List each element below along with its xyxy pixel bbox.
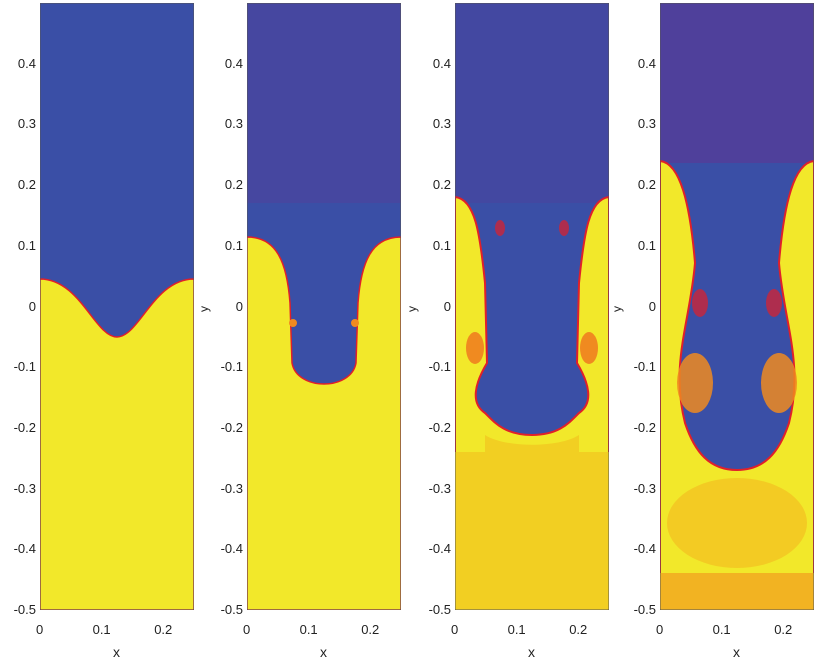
y-tick-label: 0.4 [432, 55, 451, 71]
y-tick-label: -0.1 [220, 359, 243, 375]
y-tick-label: 0 [443, 298, 451, 314]
y-tick-label: -0.3 [633, 480, 656, 496]
y-tick-label: -0.3 [220, 480, 243, 496]
heavy-fluid-region [247, 3, 401, 610]
x-tick-label: 0.1 [92, 622, 111, 637]
heavy-fluid-region [455, 3, 609, 610]
y-tick-label: 0.1 [637, 237, 656, 253]
x-tick-label: 0 [243, 622, 251, 637]
y-tick-label: -0.4 [428, 541, 451, 557]
panel-3-plot [455, 3, 609, 610]
x-tick-label: 0.2 [774, 622, 793, 637]
y-tick-label: -0.2 [13, 419, 36, 435]
y-tick-label: -0.1 [428, 359, 451, 375]
y-tick-label: 0.2 [17, 177, 36, 193]
y-tick-label: -0.5 [13, 602, 36, 617]
y-axis-label: y [197, 306, 211, 312]
y-axis-label: y [405, 306, 419, 312]
contour-panel-3 [455, 3, 609, 610]
x-tick-label: 0 [451, 622, 459, 637]
x-tick-label: 0.1 [507, 622, 526, 637]
y-tick-label: -0.4 [220, 541, 243, 557]
y-tick-label: -0.4 [13, 541, 36, 557]
y-tick-label: -0.4 [633, 541, 656, 557]
panel-2-plot [247, 3, 401, 610]
y-tick-label: -0.1 [633, 359, 656, 375]
y-tick-label: -0.5 [428, 602, 451, 617]
y-tick-label: -0.2 [633, 419, 656, 435]
y-tick-label: 0 [648, 298, 656, 314]
x-axis-label: x [113, 644, 120, 660]
contour-panel-2 [247, 3, 401, 610]
x-tick-label: 0.2 [569, 622, 588, 637]
y-tick-label: -0.2 [220, 419, 243, 435]
x-axis-label: x [528, 644, 535, 660]
x-tick-label: 0 [656, 622, 664, 637]
x-axis-label: x [733, 644, 740, 660]
heavy-fluid-region [660, 3, 814, 610]
y-tick-label: 0 [235, 298, 243, 314]
y-tick-label: -0.1 [13, 359, 36, 375]
panel-1-plot [40, 3, 194, 610]
heavy-fluid-region [40, 278, 194, 610]
y-tick-label: -0.5 [220, 602, 243, 617]
y-tick-label: 0.3 [637, 116, 656, 132]
contour-panel-1 [40, 3, 194, 610]
y-axis-label: y [610, 306, 624, 312]
contour-panel-4 [660, 3, 814, 610]
y-tick-label: 0.1 [224, 237, 243, 253]
x-tick-label: 0.2 [361, 622, 380, 637]
y-tick-label: 0.4 [224, 55, 243, 71]
y-tick-label: 0.3 [224, 116, 243, 132]
y-tick-label: 0.4 [637, 55, 656, 71]
y-tick-label: 0.1 [432, 237, 451, 253]
y-tick-label: 0 [28, 298, 36, 314]
y-tick-label: 0.4 [17, 55, 36, 71]
y-tick-label: 0.2 [637, 177, 656, 193]
x-axis-label: x [320, 644, 327, 660]
y-tick-label: -0.5 [633, 602, 656, 617]
x-tick-label: 0.2 [154, 622, 173, 637]
y-tick-label: -0.2 [428, 419, 451, 435]
y-tick-label: -0.3 [428, 480, 451, 496]
y-tick-label: 0.1 [17, 237, 36, 253]
y-tick-label: 0.2 [224, 177, 243, 193]
y-tick-label: -0.3 [13, 480, 36, 496]
x-tick-label: 0 [36, 622, 44, 637]
y-tick-label: 0.3 [432, 116, 451, 132]
x-tick-label: 0.1 [299, 622, 318, 637]
x-tick-label: 0.1 [712, 622, 731, 637]
y-tick-label: 0.3 [17, 116, 36, 132]
y-tick-label: 0.2 [432, 177, 451, 193]
panel-4-plot [660, 3, 814, 610]
